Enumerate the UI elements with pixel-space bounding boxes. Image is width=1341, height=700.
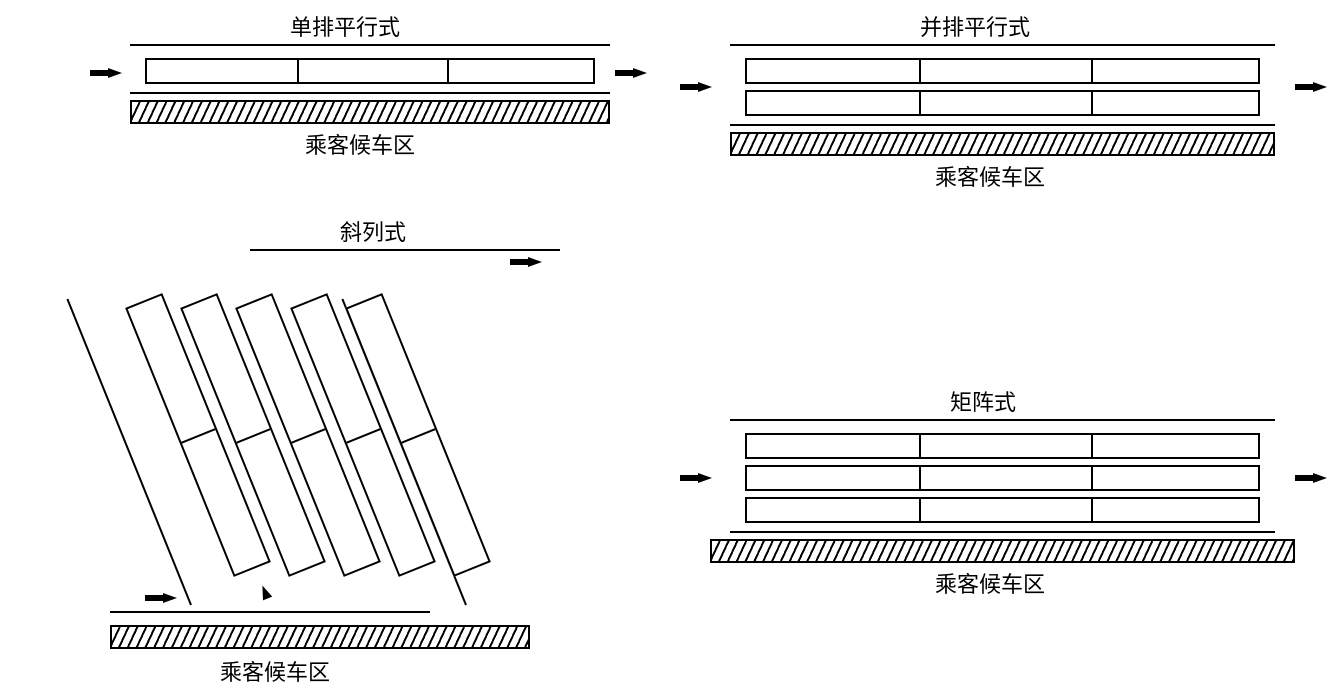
arrow-in-icon	[698, 473, 712, 483]
panel-title: 斜列式	[340, 215, 406, 247]
arrow-in-bar	[680, 475, 700, 481]
bus-row	[145, 58, 595, 84]
top-boundary-line	[250, 249, 560, 251]
arrow-out-bar	[510, 259, 530, 265]
panel-double-row: 并排平行式 乘客候车区	[680, 10, 1340, 210]
arrow-out-icon	[1313, 473, 1327, 483]
arrow-in-icon	[108, 68, 122, 78]
panel-title: 矩阵式	[950, 385, 1016, 417]
bus-divider	[919, 467, 921, 489]
arrow-in-bar	[90, 70, 110, 76]
bus-row-2	[745, 90, 1260, 116]
panel-diagonal: 斜列式 乘客候车区	[80, 215, 600, 695]
mid-boundary-line	[730, 124, 1275, 126]
mid-boundary-line	[730, 531, 1275, 533]
waiting-area-hatch	[130, 100, 610, 124]
bus-row-1	[745, 58, 1260, 84]
panel-title: 单排平行式	[290, 10, 400, 42]
arrow-out-bar	[1295, 84, 1315, 90]
arrow-in-bar	[680, 84, 700, 90]
bus-row-2	[745, 465, 1260, 491]
waiting-area-hatch	[110, 625, 530, 649]
arrow-in-icon	[163, 593, 177, 603]
bus-divider	[919, 499, 921, 521]
panel-caption: 乘客候车区	[220, 655, 330, 687]
bus-divider	[447, 60, 449, 82]
bus-divider	[919, 60, 921, 82]
bus-divider	[1091, 92, 1093, 114]
bus-row-1	[745, 433, 1260, 459]
mid-boundary-line	[130, 92, 610, 94]
bus-divider	[1091, 499, 1093, 521]
bus-row-3	[745, 497, 1260, 523]
arrow-out-bar	[1295, 475, 1315, 481]
bus-divider	[1091, 435, 1093, 457]
top-boundary-line	[730, 44, 1275, 46]
panel-single-row: 单排平行式 乘客候车区	[90, 10, 650, 180]
arrow-out-icon	[633, 68, 647, 78]
waiting-area-hatch	[710, 539, 1295, 563]
panel-matrix: 矩阵式 乘客候车区	[680, 385, 1340, 645]
panel-caption: 乘客候车区	[305, 128, 415, 160]
bus-divider	[919, 92, 921, 114]
panel-title: 并排平行式	[920, 10, 1030, 42]
arrow-in-icon	[698, 82, 712, 92]
arrow-in-bar	[145, 595, 165, 601]
arrow-out-bar	[615, 70, 635, 76]
waiting-area-hatch	[730, 132, 1275, 156]
arrow-diag-up-icon	[258, 584, 273, 601]
bus-divider	[1091, 60, 1093, 82]
panel-caption: 乘客候车区	[935, 160, 1045, 192]
panel-caption: 乘客候车区	[935, 567, 1045, 599]
arrow-out-icon	[528, 257, 542, 267]
top-boundary-line	[730, 419, 1275, 421]
arrow-out-icon	[1313, 82, 1327, 92]
mid-boundary-line	[110, 611, 430, 613]
bus-divider	[919, 435, 921, 457]
bus-divider	[1091, 467, 1093, 489]
bus-divider	[297, 60, 299, 82]
top-boundary-line	[130, 44, 610, 46]
